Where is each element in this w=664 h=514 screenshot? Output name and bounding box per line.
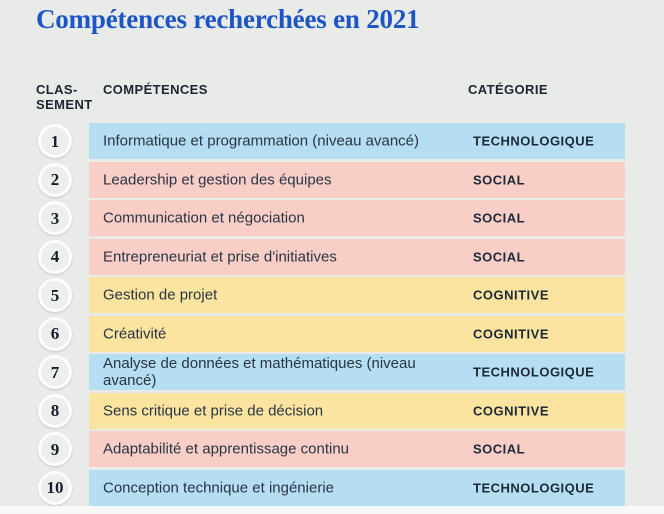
header-competences: COMPÉTENCES [103, 82, 208, 97]
table-row: 6 Créativité COGNITIVE [0, 315, 664, 352]
table-rows: 1 Informatique et programmation (niveau a… [0, 123, 664, 506]
category-label: SOCIAL [473, 249, 526, 264]
rank-cell: 3 [0, 200, 89, 236]
rank-badge: 3 [38, 201, 72, 235]
rank-cell: 2 [0, 162, 89, 198]
rank-cell: 4 [0, 239, 89, 275]
competence-label: Communication et négociation [103, 209, 305, 227]
competence-label: Analyse de données et mathématiques (niv… [103, 355, 416, 389]
table-row: 9 Adaptabilité et apprentissage continu SO… [0, 431, 664, 467]
rank-badge: 10 [38, 470, 72, 505]
row-band: Communication et négociation SOCIAL [89, 200, 625, 236]
rank-cell: 8 [0, 393, 89, 429]
bottom-bar [0, 506, 664, 514]
rank-cell: 6 [0, 316, 89, 352]
rank-number: 3 [50, 208, 60, 228]
table-row: 5 Gestion de projet COGNITIVE [0, 277, 664, 313]
rank-number: 2 [50, 170, 60, 189]
rank-number: 10 [46, 478, 64, 497]
row-band: Informatique et programmation (niveau av… [89, 123, 625, 159]
competence-label: Sens critique et prise de décision [103, 402, 324, 419]
rank-badge: 6 [38, 316, 72, 351]
page-title: Compétences recherchées en 2021 [36, 4, 420, 34]
competence-label: Adaptabilité et apprentissage continu [103, 440, 350, 458]
rank-number: 9 [50, 439, 60, 459]
rank-number: 7 [50, 362, 60, 382]
row-band: Gestion de projet COGNITIVE [89, 277, 625, 313]
rank-cell: 10 [0, 470, 89, 506]
category-label: COGNITIVE [473, 326, 550, 341]
row-band: Créativité COGNITIVE [89, 315, 625, 352]
header-classement: CLAS- SEMENT [36, 82, 93, 112]
rank-badge: 5 [38, 278, 72, 312]
table-row: 2 Leadership et gestion des équipes SOCIAL [0, 161, 664, 198]
row-band: Conception technique et ingénierie TECHNO… [89, 469, 625, 506]
rank-number: 5 [50, 285, 60, 305]
category-label: SOCIAL [473, 210, 526, 226]
row-band: Analyse de données et mathématiques (niv… [89, 354, 625, 390]
table-row: 1 Informatique et programmation (niveau a… [0, 123, 664, 159]
category-label: TECHNOLOGIQUE [473, 133, 595, 149]
rank-number: 6 [50, 324, 60, 343]
rank-number: 1 [50, 131, 60, 151]
row-band: Adaptabilité et apprentissage continu SOC… [89, 431, 625, 467]
table-row: 8 Sens critique et prise de décision COGNI… [0, 392, 664, 429]
competence-label: Leadership et gestion des équipes [103, 171, 332, 188]
category-label: COGNITIVE [473, 287, 550, 303]
rank-number: 8 [50, 401, 60, 420]
rank-badge: 7 [38, 355, 72, 389]
rank-cell: 5 [0, 277, 89, 313]
rank-badge: 4 [38, 239, 72, 274]
category-label: TECHNOLOGIQUE [473, 364, 595, 380]
rank-badge: 1 [38, 124, 72, 158]
rank-cell: 1 [0, 123, 89, 159]
row-band: Leadership et gestion des équipes SOCIAL [89, 161, 625, 198]
competence-label: Créativité [103, 325, 167, 342]
competence-label: Informatique et programmation (niveau av… [103, 132, 419, 150]
row-band: Entrepreneuriat et prise d'initiatives SO… [89, 238, 625, 275]
header-categorie: CATÉGORIE [468, 82, 548, 97]
table-row: 10 Conception technique et ingénierie TECH… [0, 469, 664, 506]
table-row: 4 Entrepreneuriat et prise d'initiatives S… [0, 238, 664, 275]
category-label: SOCIAL [473, 172, 526, 187]
rank-cell: 9 [0, 431, 89, 467]
category-label: SOCIAL [473, 441, 526, 457]
table-row: 3 Communication et négociation SOCIAL [0, 200, 664, 236]
category-label: COGNITIVE [473, 403, 550, 418]
rank-badge: 8 [38, 393, 72, 428]
rank-badge: 2 [38, 162, 72, 197]
rank-number: 4 [50, 247, 60, 266]
category-label: TECHNOLOGIQUE [473, 480, 595, 495]
rank-cell: 7 [0, 354, 89, 390]
row-band: Sens critique et prise de décision COGNIT… [89, 392, 625, 429]
rank-badge: 9 [38, 432, 72, 466]
competence-label: Gestion de projet [103, 286, 218, 304]
table-row: 7 Analyse de données et mathématiques (ni… [0, 354, 664, 390]
competence-label: Entrepreneuriat et prise d'initiatives [103, 248, 337, 265]
competence-label: Conception technique et ingénierie [103, 479, 334, 496]
